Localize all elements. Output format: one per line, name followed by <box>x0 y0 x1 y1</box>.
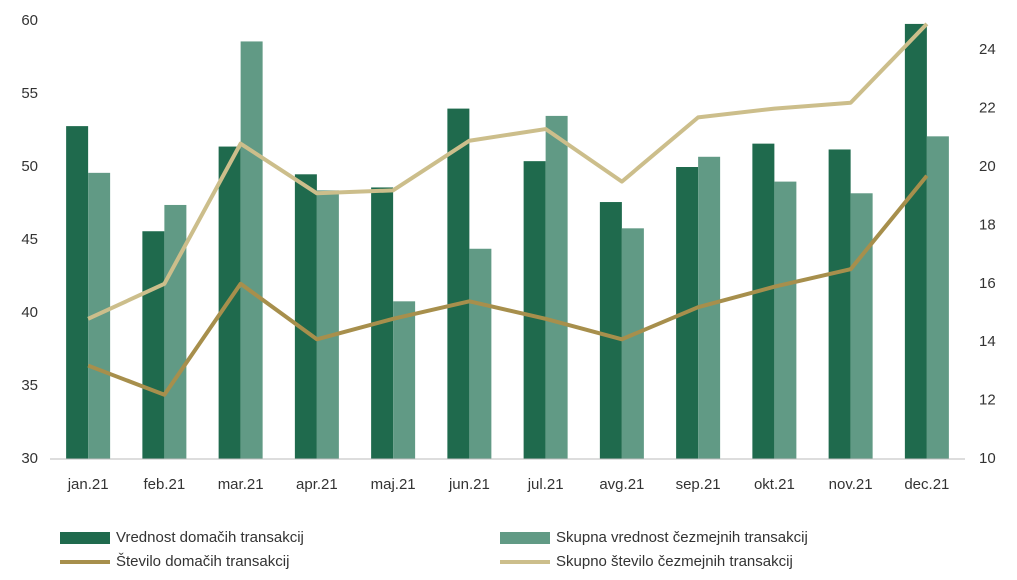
bar <box>774 181 797 459</box>
bar <box>621 228 644 459</box>
bar <box>294 174 317 460</box>
y-tick-label: 30 <box>21 450 38 467</box>
line <box>87 22 929 321</box>
bar <box>752 143 775 459</box>
x-tick-label: mar.21 <box>218 476 264 493</box>
y2-tick-label: 14 <box>979 333 996 350</box>
bar <box>469 248 492 459</box>
y2-tick-label: 10 <box>979 450 996 467</box>
x-tick-label: dec.21 <box>904 476 949 493</box>
legend-swatch <box>500 532 550 544</box>
x-tick-label: okt.21 <box>754 476 795 493</box>
y-tick-label: 55 <box>21 85 38 102</box>
legend-swatch <box>60 532 110 544</box>
y2-tick-label: 22 <box>979 100 996 117</box>
bar <box>66 126 89 460</box>
y-tick-label: 35 <box>21 377 38 394</box>
bar <box>523 161 546 459</box>
legend-label: Vrednost domačih transakcij <box>116 529 304 546</box>
x-tick-label: feb.21 <box>144 476 186 493</box>
bar <box>393 301 416 459</box>
y2-tick-label: 12 <box>979 392 996 409</box>
bar <box>142 231 165 459</box>
x-tick-label: nov.21 <box>829 476 873 493</box>
y-tick-label: 60 <box>21 12 38 29</box>
bar <box>926 136 949 459</box>
x-tick-label: avg.21 <box>599 476 644 493</box>
bar <box>904 23 927 459</box>
line <box>87 174 929 397</box>
x-tick-label: jul.21 <box>527 476 564 493</box>
x-tick-label: jan.21 <box>67 476 109 493</box>
legend-label: Skupna vrednost čezmejnih transakcij <box>556 529 808 546</box>
x-tick-label: maj.21 <box>371 476 416 493</box>
x-tick-label: apr.21 <box>296 476 338 493</box>
legend-label: Število domačih transakcij <box>116 553 289 570</box>
x-tick-label: sep.21 <box>676 476 721 493</box>
bar <box>316 190 339 460</box>
y2-tick-label: 24 <box>979 41 996 58</box>
bar <box>240 41 263 459</box>
bar <box>850 193 873 459</box>
bar <box>698 156 721 459</box>
bar <box>164 204 187 459</box>
bar <box>447 108 470 459</box>
bar <box>599 202 622 460</box>
bar <box>828 149 851 460</box>
y2-tick-label: 18 <box>979 216 996 233</box>
y-tick-label: 50 <box>21 158 38 175</box>
y-tick-label: 40 <box>21 304 38 321</box>
x-tick-label: jun.21 <box>448 476 490 493</box>
y2-tick-label: 16 <box>979 275 996 292</box>
legend-label: Skupno število čezmejnih transakcij <box>556 553 793 570</box>
y-tick-label: 45 <box>21 231 38 248</box>
y2-tick-label: 20 <box>979 158 996 175</box>
bar <box>545 115 568 460</box>
